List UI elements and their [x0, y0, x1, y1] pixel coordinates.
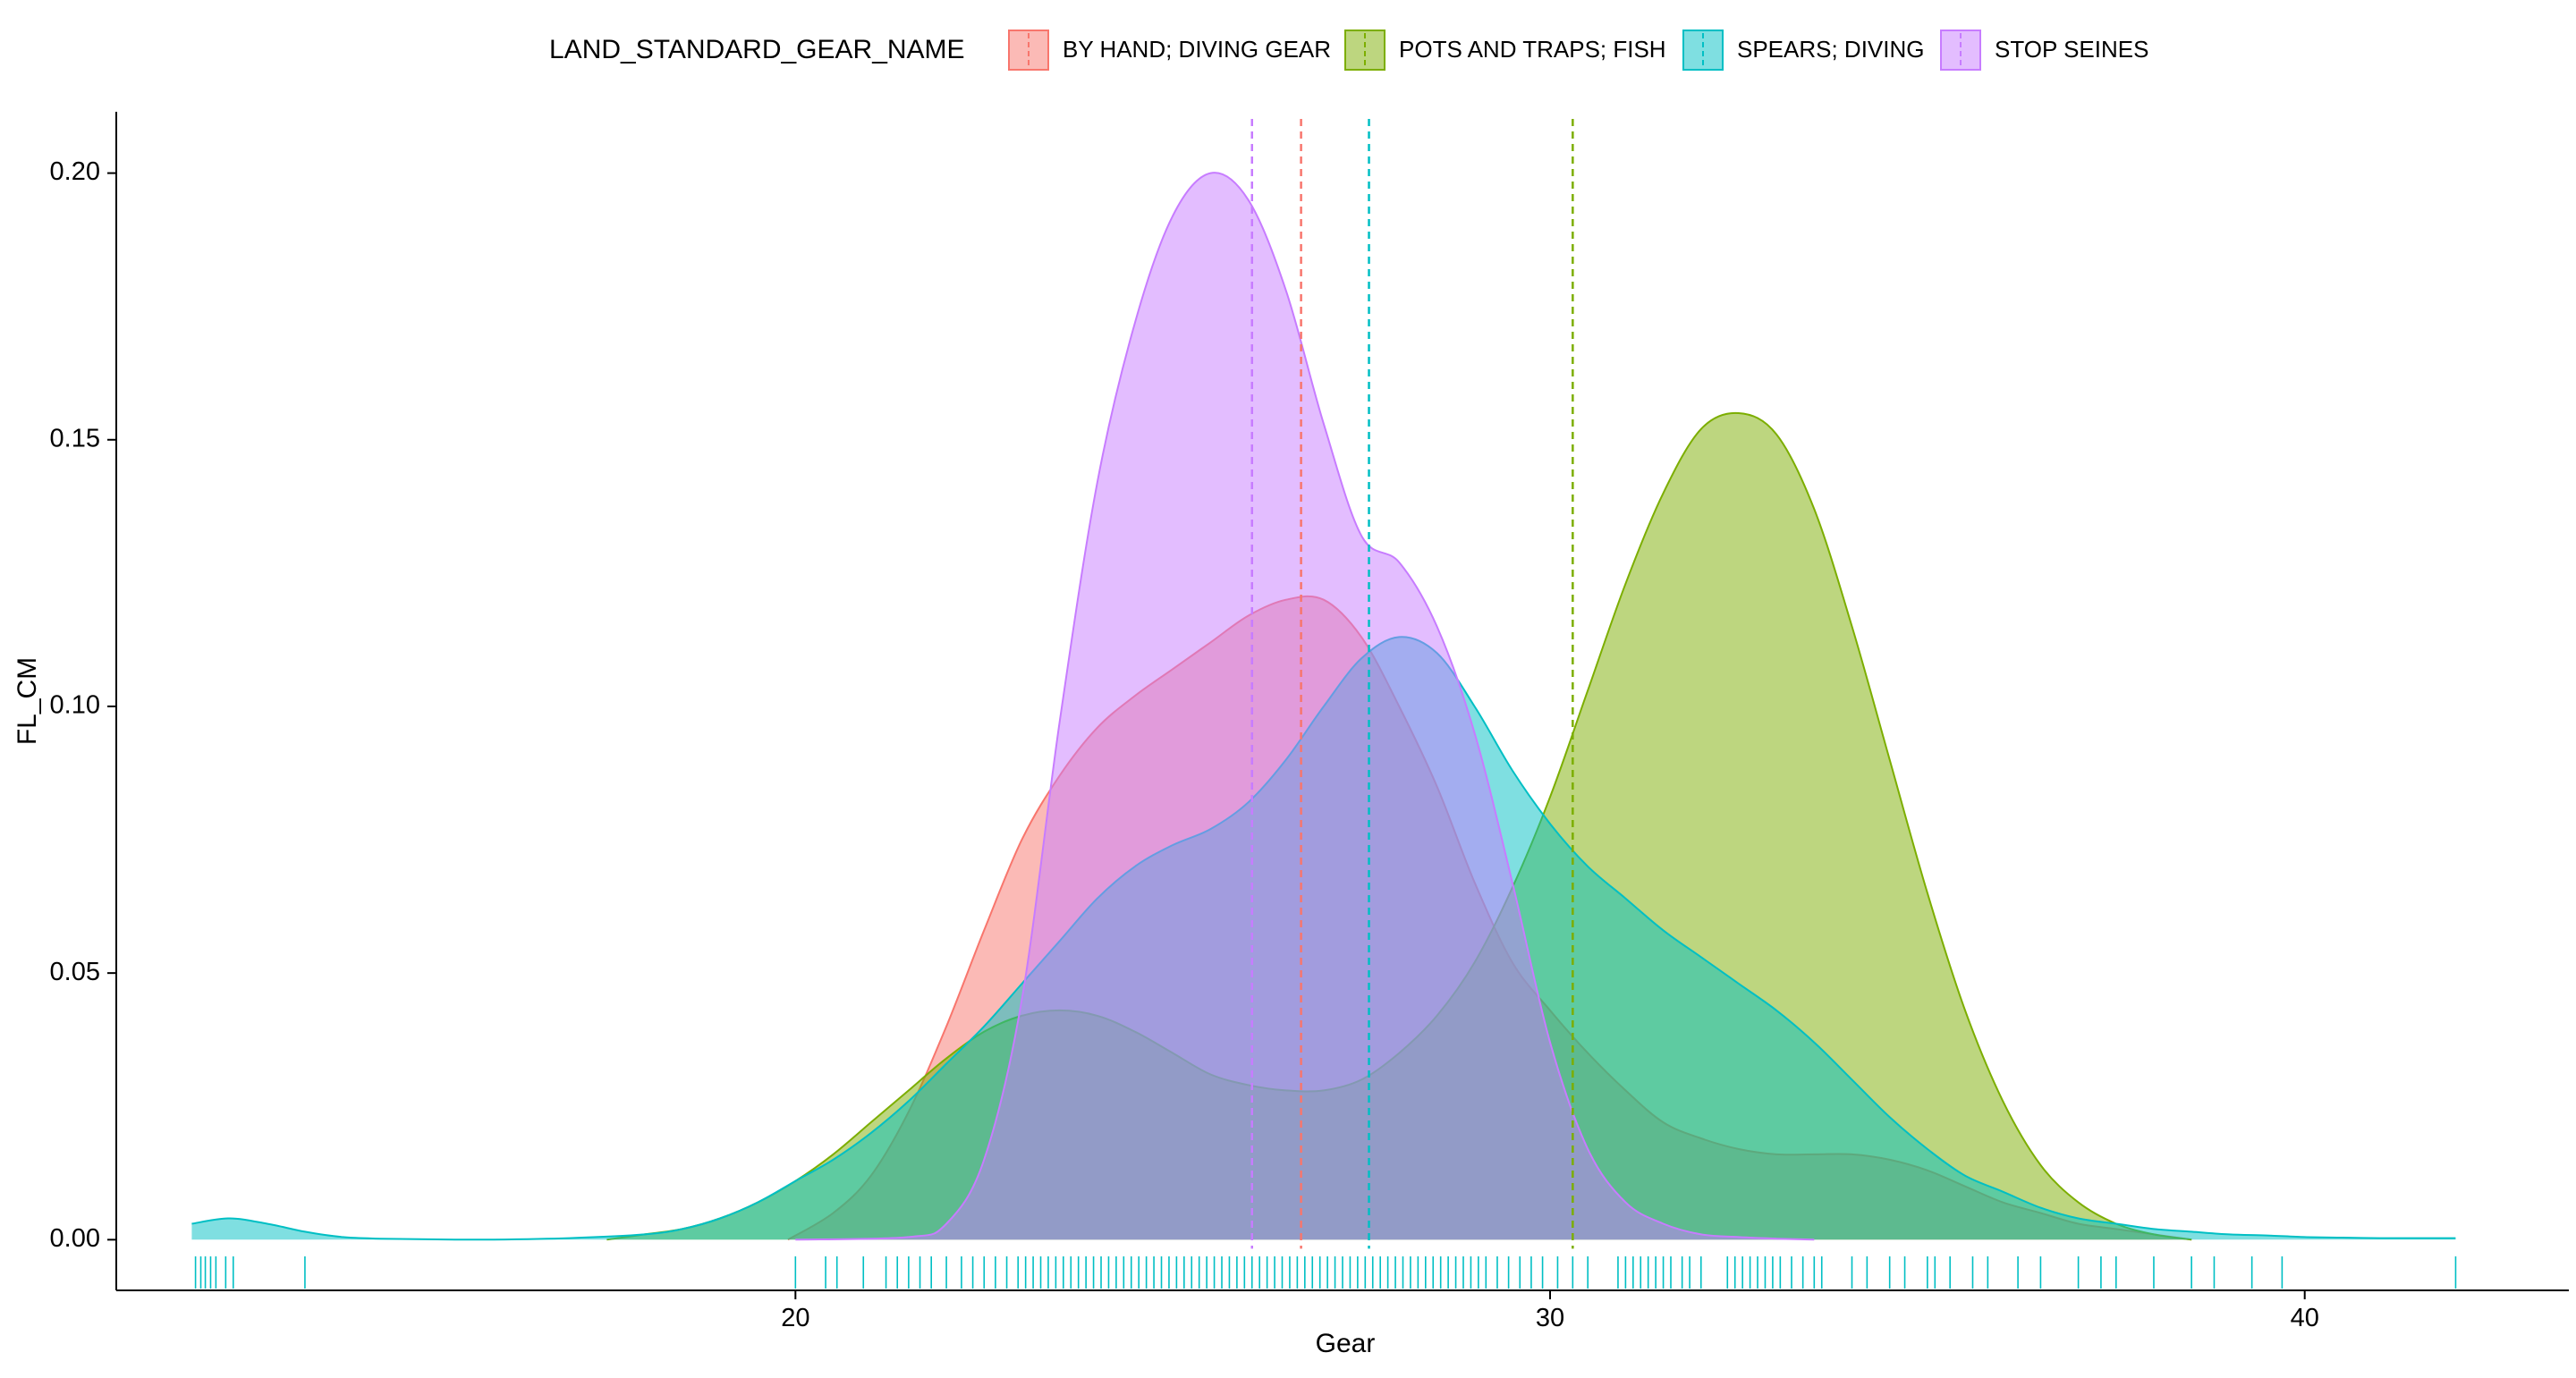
legend-label: BY HAND; DIVING GEAR — [1063, 36, 1331, 63]
legend-label: SPEARS; DIVING — [1737, 36, 1925, 63]
density-area-series-4 — [795, 173, 1815, 1240]
x-axis-label: Gear — [1316, 1329, 1376, 1358]
y-tick-label: 0.10 — [50, 691, 100, 720]
mean-lines — [1250, 119, 1574, 1249]
legend-items: BY HAND; DIVING GEAR POTS AND TRAPS; FISH… — [1008, 30, 2148, 71]
rug-marks — [194, 1256, 2457, 1289]
x-tick-label: 40 — [2291, 1304, 2319, 1332]
legend-item: BY HAND; DIVING GEAR — [1008, 30, 1331, 71]
y-ticks: 0.00 0.05 0.10 0.15 0.20 — [50, 157, 116, 1253]
legend-label: STOP SEINES — [1995, 36, 2148, 63]
plot-area — [191, 119, 2457, 1289]
axes: 20 30 40 0.00 0.05 0.10 0.15 0.20 Gear FL_CM — [13, 112, 2569, 1358]
legend-item: SPEARS; DIVING — [1682, 30, 1925, 71]
y-tick-label: 0.05 — [50, 958, 100, 986]
y-axis-label: FL_CM — [13, 657, 42, 745]
y-tick-label: 0.20 — [50, 157, 100, 186]
density-line-series-4 — [795, 172, 1815, 1241]
x-tick-label: 30 — [1536, 1304, 1564, 1332]
legend-item: STOP SEINES — [1940, 30, 2148, 71]
density-areas — [191, 172, 2456, 1241]
y-tick-label: 0.15 — [50, 424, 100, 452]
legend: LAND_STANDARD_GEAR_NAME BY HAND; DIVING … — [549, 30, 2148, 71]
legend-label: POTS AND TRAPS; FISH — [1399, 36, 1666, 63]
x-tick-label: 20 — [781, 1304, 809, 1332]
legend-item: POTS AND TRAPS; FISH — [1344, 30, 1666, 71]
y-tick-label: 0.00 — [50, 1224, 100, 1253]
x-ticks: 20 30 40 — [781, 1290, 2319, 1332]
legend-title: LAND_STANDARD_GEAR_NAME — [549, 35, 965, 64]
